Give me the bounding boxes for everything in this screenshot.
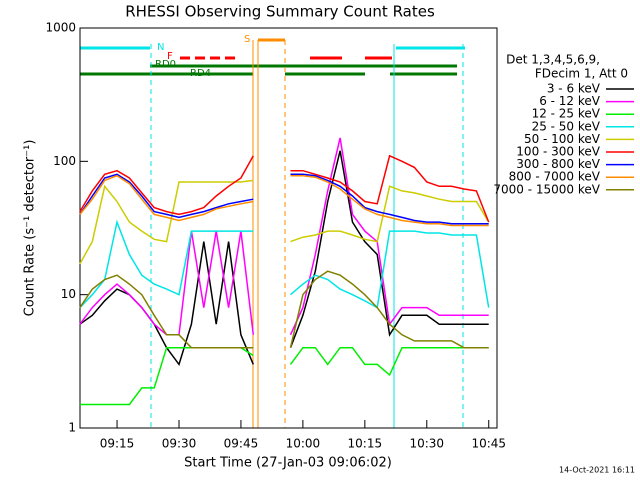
x-tick-label: 09:15 [100, 437, 135, 451]
y-tick-label: 100 [53, 154, 76, 168]
legend-label: 12 - 25 keV [532, 107, 601, 121]
y-tick-label: 1000 [45, 21, 76, 35]
legend-label: 25 - 50 keV [532, 119, 601, 133]
flag-label: N [157, 42, 164, 53]
x-tick-label: 10:45 [471, 437, 506, 451]
flag-label: S [244, 34, 250, 45]
series-line [79, 154, 490, 223]
legend-label: 3 - 6 keV [547, 82, 601, 96]
flag-label: RD0 [155, 59, 176, 70]
x-tick-label: 10:30 [409, 437, 444, 451]
legend-label: 100 - 300 keV [516, 145, 600, 159]
legend-header: Det 1,3,4,5,6,9, [506, 53, 600, 67]
plot-frame [79, 27, 498, 429]
y-tick-label: 10 [61, 287, 76, 301]
series-line [79, 137, 489, 336]
timestamp: 14-Oct-2021 16:11 [559, 466, 635, 475]
x-axis-label: Start Time (27-Jan-03 09:06:02) [184, 456, 392, 471]
y-tick-label: 1 [68, 421, 76, 435]
series-line [79, 173, 489, 225]
chart-title: RHESSI Observing Summary Count Rates [125, 3, 435, 21]
series-line [79, 270, 489, 349]
series-line [79, 179, 490, 265]
x-tick-label: 10:00 [286, 437, 321, 451]
legend-label: 50 - 100 keV [524, 132, 601, 146]
legend-header: FDecim 1, Att 0 [535, 67, 628, 81]
series-line [79, 219, 490, 309]
legend-label: 7000 - 15000 keV [493, 182, 600, 196]
flag-label: F [167, 51, 173, 62]
x-tick-label: 10:15 [348, 437, 383, 451]
y-axis-label: Count Rate (s⁻¹ detector⁻¹) [23, 140, 38, 317]
x-tick-label: 09:30 [162, 437, 197, 451]
flag-label: RD4 [190, 68, 211, 79]
series-line [79, 174, 489, 227]
x-tick-label: 09:45 [224, 437, 259, 451]
legend-label: 300 - 800 keV [516, 157, 600, 171]
legend-label: 6 - 12 keV [539, 94, 601, 108]
series-line [79, 346, 489, 406]
legend-label: 800 - 7000 keV [509, 170, 601, 184]
